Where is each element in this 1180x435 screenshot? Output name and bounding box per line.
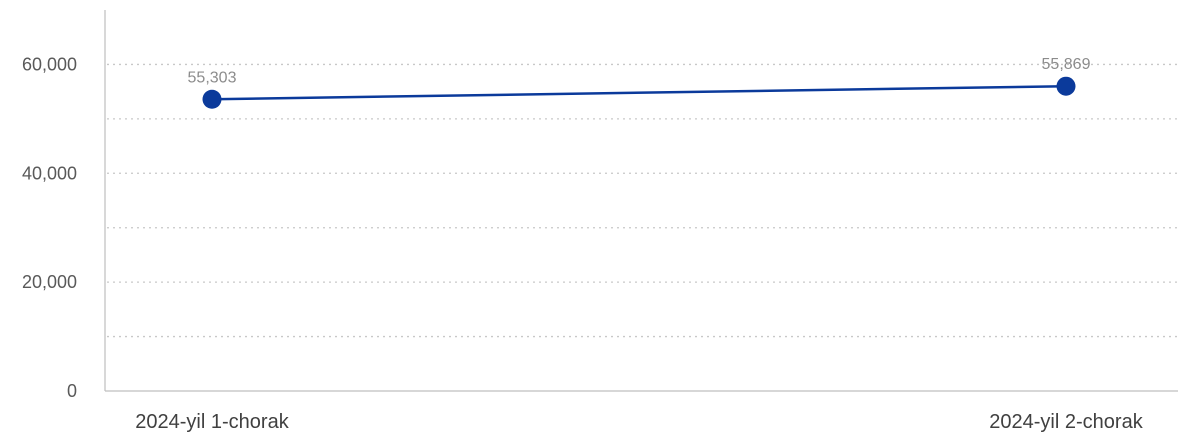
y-tick-label: 60,000 [22,54,77,74]
y-tick-label: 40,000 [22,163,77,183]
data-label: 55,303 [188,69,237,86]
x-tick-label: 2024-yil 1-chorak [135,411,289,433]
data-labels: 55,303 55,869 [188,56,1091,86]
y-tick-label: 20,000 [22,272,77,292]
data-point [1056,76,1076,96]
series-line [211,84,1067,101]
series [202,76,1076,109]
axes [104,10,1178,392]
gridlines [107,63,1178,338]
x-tick-labels: 2024-yil 1-chorak 2024-yil 2-chorak [135,411,1143,433]
x-tick-label: 2024-yil 2-chorak [989,411,1143,433]
y-tick-labels: 0 20,000 40,000 60,000 [22,54,77,401]
data-point [202,89,222,109]
y-tick-label: 0 [67,381,77,401]
data-label: 55,869 [1042,56,1091,73]
